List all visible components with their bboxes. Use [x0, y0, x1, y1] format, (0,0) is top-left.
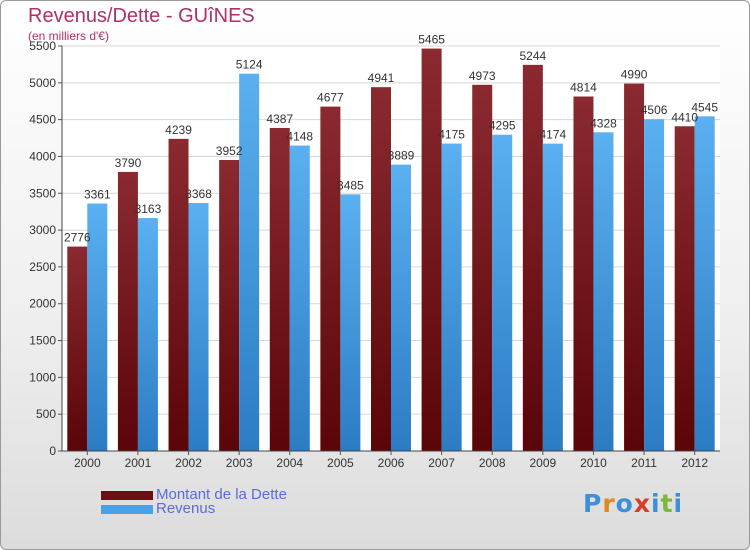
data-label-debt-2000: 2776 — [64, 231, 91, 245]
logo-letter: i — [673, 489, 684, 518]
y-tick-label: 2000 — [29, 297, 56, 311]
legend-label-revenus: Revenus — [156, 500, 216, 517]
chart-title: Revenus/Dette - GUîNES — [28, 5, 255, 27]
data-label-debt-2010: 4814 — [570, 81, 597, 95]
bar-revenus-2000 — [87, 203, 108, 451]
logo-letter: x — [633, 489, 651, 518]
data-label-revenus-2002: 3368 — [185, 187, 212, 201]
bars-layer — [67, 48, 715, 452]
y-tick-label: 0 — [49, 444, 56, 458]
data-label-revenus-2011: 4506 — [641, 103, 668, 117]
logo-letter: o — [615, 489, 634, 518]
bar-revenus-2004 — [289, 145, 310, 451]
bar-debt-2012 — [674, 126, 695, 451]
logo-letter: t — [660, 489, 674, 518]
bar-revenus-2012 — [694, 116, 715, 451]
x-tick-label-2012: 2012 — [681, 456, 708, 470]
logo-letter: r — [602, 489, 616, 518]
data-label-debt-2003: 3952 — [216, 144, 243, 158]
chart-subtitle: (en milliers d'€) — [28, 29, 109, 43]
bar-revenus-2007 — [441, 143, 462, 451]
legend-swatch-revenus — [101, 505, 153, 514]
bar-debt-2009 — [522, 64, 543, 452]
data-label-revenus-2012: 4545 — [691, 100, 718, 114]
data-label-debt-2012: 4410 — [671, 110, 698, 124]
data-label-revenus-2005: 3485 — [337, 178, 364, 192]
proxiti-logo: Proxiti — [583, 489, 683, 518]
data-label-debt-2006: 4941 — [368, 71, 395, 85]
legend-swatch-debt — [101, 491, 153, 500]
x-tick-label-2011: 2011 — [631, 456, 657, 470]
y-tick-label: 3000 — [29, 223, 56, 237]
bar-revenus-2005 — [340, 194, 361, 452]
bar-revenus-2011 — [644, 119, 665, 451]
data-label-debt-2011: 4990 — [621, 68, 648, 82]
data-label-revenus-2000: 3361 — [84, 188, 111, 202]
bar-debt-2003 — [219, 159, 240, 452]
bar-debt-2007 — [421, 48, 442, 452]
bar-revenus-2003 — [239, 73, 260, 452]
data-label-debt-2002: 4239 — [165, 123, 192, 137]
x-tick-label-2005: 2005 — [327, 456, 354, 470]
bar-debt-2008 — [472, 84, 493, 451]
data-label-debt-2007: 5465 — [418, 33, 445, 47]
x-tick-label-2009: 2009 — [529, 456, 556, 470]
bar-debt-2004 — [269, 127, 290, 451]
x-tick-label-2000: 2000 — [74, 456, 101, 470]
y-tick-label: 1000 — [29, 370, 56, 384]
y-tick-label: 1500 — [29, 334, 56, 348]
x-tick-label-2003: 2003 — [226, 456, 253, 470]
x-tick-label-2008: 2008 — [479, 456, 506, 470]
bar-revenus-2008 — [492, 134, 513, 451]
data-label-debt-2008: 4973 — [469, 69, 496, 83]
x-tick-label-2010: 2010 — [580, 456, 607, 470]
bar-debt-2011 — [624, 83, 645, 452]
bar-revenus-2010 — [593, 132, 614, 451]
x-tick-label-2001: 2001 — [125, 456, 152, 470]
bar-debt-2000 — [67, 246, 88, 451]
legend-label-debt: Montant de la Dette — [156, 486, 287, 503]
y-tick-label: 2500 — [29, 260, 56, 274]
data-label-revenus-2006: 3889 — [388, 149, 415, 163]
bar-debt-2001 — [117, 171, 138, 451]
logo-letter: i — [651, 489, 661, 518]
data-label-debt-2005: 4677 — [317, 91, 344, 105]
y-tick-label: 5000 — [29, 76, 56, 90]
bar-debt-2006 — [371, 87, 391, 452]
bar-revenus-2001 — [137, 218, 158, 451]
labels-layer: 2776 3361 3790 3163 4239 3368 3952 5124 4387 4148… — [64, 33, 718, 245]
x-tick-label-2004: 2004 — [276, 456, 303, 470]
data-label-debt-2004: 4387 — [266, 112, 293, 126]
data-label-revenus-2001: 3163 — [135, 202, 162, 216]
bar-revenus-2006 — [391, 164, 411, 452]
bar-debt-2010 — [573, 96, 594, 452]
data-label-revenus-2004: 4148 — [286, 130, 313, 144]
x-tick-label-2002: 2002 — [175, 456, 202, 470]
data-label-debt-2001: 3790 — [115, 156, 142, 170]
bar-debt-2005 — [320, 106, 341, 452]
y-tick-label: 500 — [36, 407, 56, 421]
bar-revenus-2002 — [188, 202, 209, 451]
data-label-revenus-2003: 5124 — [236, 58, 263, 72]
data-label-revenus-2008: 4295 — [489, 119, 516, 133]
data-label-revenus-2007: 4175 — [438, 128, 465, 142]
data-label-revenus-2009: 4174 — [539, 128, 566, 142]
y-tick-label: 4000 — [29, 149, 56, 163]
x-tick-label-2006: 2006 — [378, 456, 405, 470]
y-tick-label: 5500 — [29, 39, 56, 53]
data-label-debt-2009: 5244 — [519, 49, 546, 63]
logo-letter: P — [583, 489, 603, 518]
data-label-revenus-2010: 4328 — [590, 116, 617, 130]
y-tick-label: 3500 — [29, 186, 56, 200]
bar-revenus-2009 — [542, 143, 563, 451]
axis-layer: 0 500 1000 1500 2000 2500 3000 3500 4000 4500 5000… — [29, 39, 720, 470]
y-tick-label: 4500 — [29, 113, 56, 127]
x-tick-label-2007: 2007 — [428, 456, 455, 470]
bar-debt-2002 — [168, 138, 189, 451]
